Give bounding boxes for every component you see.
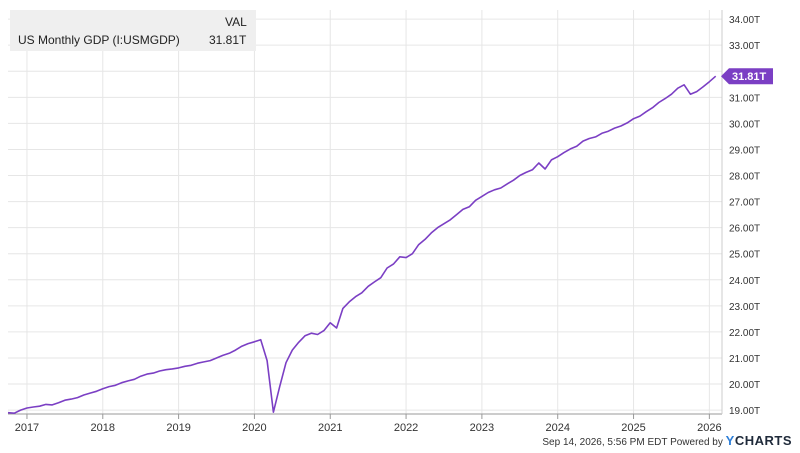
ycharts-logo-y: Y xyxy=(725,433,735,448)
y-tick-label: 29.00T xyxy=(729,145,760,156)
y-tick-label: 27.00T xyxy=(729,198,760,209)
x-tick-label: 2020 xyxy=(242,422,266,434)
y-tick-label: 24.00T xyxy=(729,276,760,287)
y-axis-tick-labels: 19.00T 20.00T 21.00T 22.00T 23.00T 24.00T 25.0… xyxy=(729,15,760,417)
x-tick-label: 2017 xyxy=(15,422,39,434)
x-tick-label: 2023 xyxy=(470,422,494,434)
y-tick-label: 19.00T xyxy=(729,406,760,417)
y-tick-label: 26.00T xyxy=(729,224,760,235)
footer: Sep 14, 2026, 5:56 PM EDT Powered by YCH… xyxy=(542,433,792,448)
powered-by-text: Powered by xyxy=(670,437,723,448)
y-tick-label: 21.00T xyxy=(729,354,760,365)
last-value-badge xyxy=(721,68,773,85)
ycharts-logo[interactable]: YCHARTS xyxy=(726,433,792,448)
x-tick-label: 2025 xyxy=(621,422,645,434)
x-tick-label: 2024 xyxy=(545,422,569,434)
x-tick-label: 2022 xyxy=(394,422,418,434)
legend-value: 31.81T xyxy=(209,33,247,47)
y-tick-label: 28.00T xyxy=(729,172,760,183)
x-tick-label: 2026 xyxy=(697,422,721,434)
x-axis-tick-labels: 2017 2018 2019 2020 2021 2022 2023 2024 2025 2026 xyxy=(15,422,722,434)
series-layer xyxy=(7,75,717,414)
legend-header: VAL xyxy=(225,15,247,29)
x-tick-label: 2018 xyxy=(91,422,115,434)
y-tick-label: 20.00T xyxy=(729,380,760,391)
ycharts-logo-text: CHARTS xyxy=(734,433,792,448)
last-value-label: 31.81T xyxy=(732,71,767,83)
x-tick-label: 2019 xyxy=(166,422,190,434)
timestamp: Sep 14, 2026, 5:56 PM EDT xyxy=(542,437,668,448)
last-value-marker: 31.81T xyxy=(721,68,773,85)
x-tick-label: 2021 xyxy=(318,422,342,434)
y-tick-label: 33.00T xyxy=(729,41,760,52)
y-tick-label: 31.00T xyxy=(729,93,760,104)
y-tick-label: 30.00T xyxy=(729,119,760,130)
y-tick-label: 25.00T xyxy=(729,250,760,261)
y-tick-label: 34.00T xyxy=(729,15,760,26)
legend-series-name[interactable]: US Monthly GDP (I:USMGDP) xyxy=(18,33,180,47)
y-tick-label: 23.00T xyxy=(729,302,760,313)
series-line[interactable] xyxy=(7,75,717,414)
y-tick-label: 22.00T xyxy=(729,328,760,339)
gridlines xyxy=(8,10,722,414)
axes xyxy=(8,10,723,419)
legend-table: VAL US Monthly GDP (I:USMGDP) 31.81T xyxy=(10,10,256,51)
